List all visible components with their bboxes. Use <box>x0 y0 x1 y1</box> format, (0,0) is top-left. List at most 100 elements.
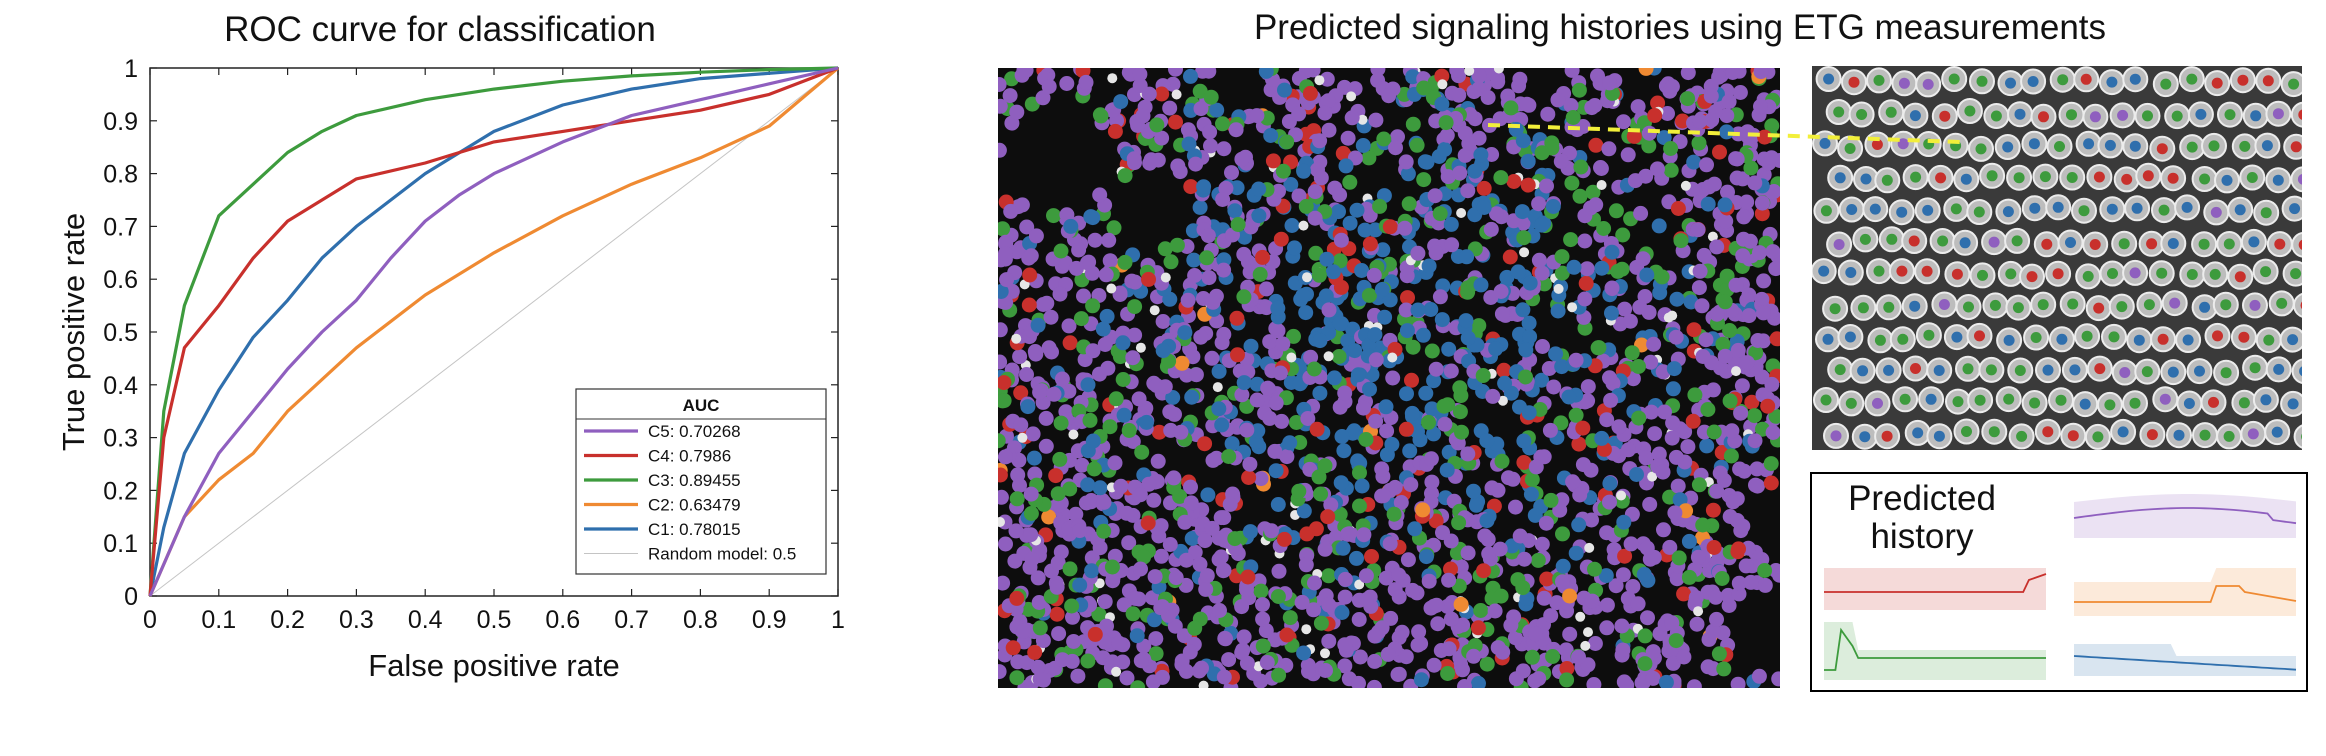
cell-nucleus <box>1471 68 1487 84</box>
cell-nucleus <box>1302 272 1312 283</box>
zoom-cell-nucleus <box>1963 301 1974 313</box>
cell-nucleus <box>1616 114 1631 130</box>
zoom-cell-nucleus <box>2052 201 2064 213</box>
cell-nucleus <box>1731 541 1746 557</box>
cell-nucleus <box>1417 154 1433 170</box>
cell-nucleus <box>1183 68 1198 84</box>
cell-nucleus <box>1662 539 1678 555</box>
cell-nucleus <box>1489 206 1504 222</box>
cell-nucleus <box>1063 218 1079 234</box>
cell-nucleus <box>1753 98 1768 114</box>
cell-nucleus <box>1149 117 1165 133</box>
cell-nucleus <box>1588 137 1604 153</box>
zoom-cell-nucleus <box>1846 204 1858 215</box>
cell-nucleus <box>1341 526 1357 542</box>
cell-nucleus <box>1279 627 1295 643</box>
cell-nucleus <box>1585 184 1601 200</box>
cell-nucleus <box>1493 170 1509 186</box>
cell-nucleus <box>1064 598 1080 614</box>
zoom-cell-nucleus <box>1933 430 1945 442</box>
cell-nucleus <box>1510 264 1526 280</box>
cell-nucleus <box>1323 351 1334 362</box>
cell-nucleus <box>1667 505 1683 521</box>
cell-nucleus <box>1507 630 1523 646</box>
cell-nucleus <box>1622 313 1638 329</box>
zoom-cell-nucleus <box>2005 77 2016 89</box>
cell-nucleus <box>1313 615 1329 631</box>
cell-nucleus <box>1380 646 1396 662</box>
cell-nucleus <box>1676 586 1692 602</box>
cell-nucleus <box>1132 68 1148 82</box>
cell-nucleus <box>1410 302 1426 318</box>
cell-nucleus <box>1428 361 1444 377</box>
cell-nucleus <box>1374 282 1390 297</box>
cell-nucleus <box>1337 637 1353 653</box>
cell-nucleus <box>1543 492 1559 508</box>
zoom-cell-nucleus <box>2005 268 2017 280</box>
cell-nucleus <box>1062 481 1078 497</box>
zoom-cell-nucleus <box>2014 365 2026 376</box>
cell-nucleus <box>1086 461 1102 477</box>
zoom-cell-nucleus <box>2082 270 2094 282</box>
cell-nucleus <box>1279 134 1295 150</box>
cell-nucleus <box>1169 237 1185 253</box>
cell-nucleus <box>1404 372 1419 388</box>
cell-nucleus <box>1440 598 1456 614</box>
zoom-cell-nucleus <box>1951 331 1963 343</box>
cell-nucleus <box>1434 68 1450 84</box>
zoom-cell-nucleus <box>1910 171 1922 183</box>
zoom-cell-nucleus <box>2157 333 2169 345</box>
cell-nucleus <box>1035 90 1051 106</box>
cell-nucleus <box>1046 386 1062 402</box>
cell-nucleus <box>1584 542 1595 553</box>
cell-nucleus <box>1668 329 1684 345</box>
cell-nucleus <box>1695 517 1711 533</box>
cell-nucleus <box>1441 341 1457 357</box>
cell-nucleus <box>1497 395 1508 406</box>
cell-nucleus <box>1572 188 1588 204</box>
zoom-cell-nucleus <box>1845 267 1857 278</box>
cell-nucleus <box>1625 579 1641 594</box>
zoom-cell-nucleus <box>2069 364 2081 376</box>
zoom-cell-nucleus <box>1856 109 1868 120</box>
cell-nucleus <box>1262 334 1278 350</box>
cell-nucleus <box>1234 387 1250 403</box>
cell-nucleus <box>998 221 1011 237</box>
cell-nucleus <box>1230 217 1246 232</box>
cell-nucleus <box>1493 68 1504 74</box>
cell-nucleus <box>1434 312 1450 328</box>
cell-nucleus <box>1554 265 1570 281</box>
zoom-cell-nucleus <box>2182 334 2194 346</box>
cell-nucleus <box>1631 359 1646 374</box>
predicted-history-panel: Predicted history <box>1810 472 2308 692</box>
cell-nucleus <box>1743 574 1759 590</box>
cell-nucleus <box>1481 546 1497 562</box>
cell-nucleus <box>1493 588 1509 604</box>
cell-nucleus <box>1032 384 1048 400</box>
zoom-cell-nucleus <box>2260 207 2272 219</box>
cell-nucleus <box>1430 616 1446 632</box>
cell-nucleus <box>1016 623 1032 639</box>
cell-nucleus <box>1599 525 1615 541</box>
cell-nucleus <box>1657 404 1672 420</box>
cell-nucleus <box>1270 300 1286 316</box>
cell-nucleus <box>1686 154 1702 170</box>
cell-nucleus <box>1467 163 1483 179</box>
cell-nucleus <box>1548 346 1564 362</box>
cell-nucleus <box>1709 239 1725 255</box>
cell-nucleus <box>1571 649 1586 665</box>
cell-nucleus <box>1198 581 1214 597</box>
cell-nucleus <box>1258 281 1274 297</box>
cell-nucleus <box>1174 355 1190 371</box>
cell-nucleus <box>1449 545 1465 561</box>
zoom-cell-nucleus <box>2221 174 2233 186</box>
cell-nucleus <box>1260 380 1276 396</box>
cell-nucleus <box>1764 376 1780 392</box>
cell-nucleus <box>1439 127 1455 143</box>
cell-nucleus <box>1473 147 1489 163</box>
cell-nucleus <box>1705 623 1721 639</box>
cell-nucleus <box>1187 620 1203 636</box>
cell-nucleus <box>1080 477 1096 493</box>
cell-nucleus <box>1224 165 1239 181</box>
cell-nucleus <box>1083 209 1099 225</box>
